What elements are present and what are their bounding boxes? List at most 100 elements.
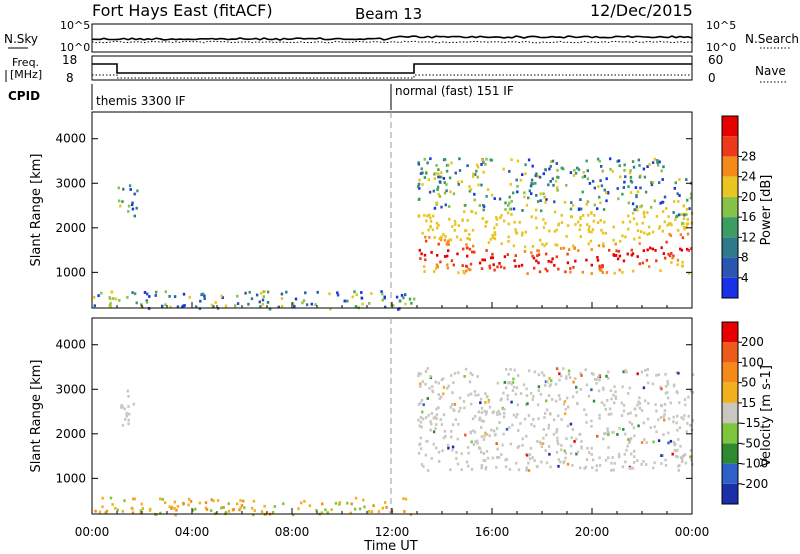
data-cell [658,225,662,228]
data-cell [505,427,509,431]
data-cell [118,299,121,302]
colorbar-swatch [722,116,738,137]
data-cell [638,402,642,405]
data-cell [588,182,592,185]
data-cell [680,248,684,252]
data-cell [470,440,473,444]
data-cell [631,160,635,163]
data-cell [640,370,644,374]
data-cell [613,461,616,465]
data-cell [684,461,688,465]
data-cell [131,201,134,205]
data-cell [435,221,439,225]
data-cell [588,451,591,454]
data-cell [303,499,306,503]
data-cell [636,255,639,258]
data-cell [417,403,421,406]
data-cell [351,295,354,299]
data-cell [143,291,147,294]
data-cell [385,506,388,509]
data-cell [542,373,546,377]
data-cell [110,290,113,294]
data-cell [628,439,631,443]
data-cell [129,188,132,191]
data-cell [621,220,625,224]
data-cell [511,389,515,392]
data-cell [474,211,478,215]
data-cell [534,216,538,220]
data-cell [516,403,519,407]
data-cell [473,250,476,254]
data-cell [536,440,539,443]
data-cell [504,208,507,211]
data-cell [476,165,480,169]
data-cell [595,378,598,381]
data-cell [560,221,564,224]
data-cell [647,225,651,229]
data-cell [493,433,497,437]
data-cell [602,244,605,248]
data-cell [664,372,667,376]
data-cell [647,401,650,405]
data-cell [442,413,446,417]
data-cell [435,413,439,417]
data-cell [580,207,583,211]
data-cell [492,429,496,433]
data-cell [663,402,667,406]
data-cell [502,167,505,171]
data-cell [176,305,180,309]
data-cell [598,416,601,420]
data-cell [558,378,561,382]
data-cell [626,252,629,256]
nsky-tick-bottom: 10^0 [60,41,90,54]
data-cell [502,391,505,395]
data-cell [559,448,563,452]
data-cell [633,237,636,241]
data-cell [625,448,628,452]
data-cell [174,513,177,517]
cpid-mode-1: themis 3300 IF [96,94,186,108]
data-cell [429,428,432,432]
data-cell [139,509,143,513]
data-cell [437,223,440,227]
data-cell [643,231,646,235]
data-cell [651,181,655,184]
data-cell [524,172,527,176]
data-cell [417,374,420,378]
data-cell [419,172,423,175]
data-cell [420,167,423,171]
data-cell [626,444,629,448]
data-cell [442,392,445,396]
data-cell [127,394,130,398]
data-cell [554,243,557,247]
data-cell [556,168,559,172]
colorbar-swatch [722,362,738,383]
data-cell [480,183,483,187]
colorbar-swatch [722,237,738,258]
data-cell [669,439,673,443]
data-cell [464,367,468,371]
data-cell [636,229,640,233]
data-cell [234,304,237,308]
data-cell [549,180,552,183]
data-cell [652,466,655,470]
data-cell [628,386,632,390]
data-cell [285,290,288,294]
data-cell [155,290,158,294]
data-cell [545,242,548,246]
data-cell [455,451,458,454]
data-cell [543,412,547,415]
data-cell [429,420,432,424]
data-cell [424,235,427,239]
data-cell [495,411,499,415]
data-cell [482,170,485,174]
data-cell [614,397,618,400]
data-cell [536,249,539,252]
data-cell [635,195,638,199]
data-cell [563,400,567,403]
data-cell [585,258,588,262]
data-cell [240,504,244,507]
data-cell [680,456,683,459]
data-cell [461,264,464,267]
data-cell [610,468,613,472]
